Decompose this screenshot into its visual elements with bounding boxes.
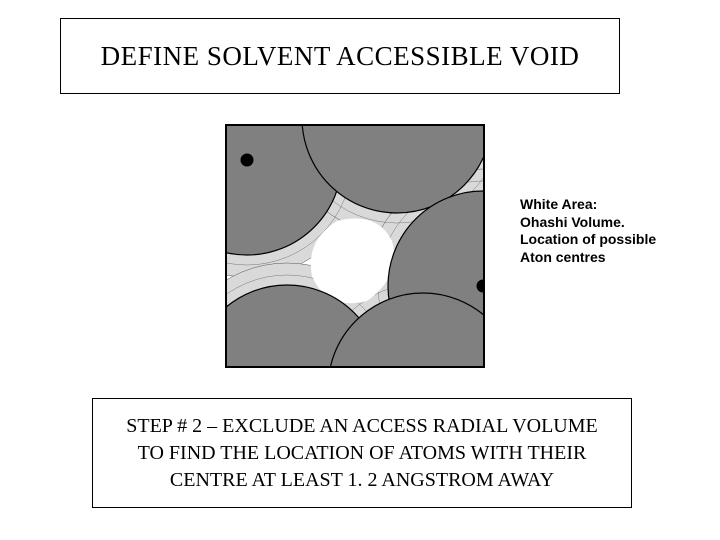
step-box: STEP # 2 – EXCLUDE AN ACCESS RADIAL VOLU… bbox=[92, 398, 632, 508]
annotation-line: Location of possible bbox=[520, 231, 700, 249]
page-title: DEFINE SOLVENT ACCESSIBLE VOID bbox=[101, 41, 580, 72]
title-box: DEFINE SOLVENT ACCESSIBLE VOID bbox=[60, 18, 620, 94]
annotation-line: Aton centres bbox=[520, 249, 700, 267]
step-text: STEP # 2 – EXCLUDE AN ACCESS RADIAL VOLU… bbox=[117, 413, 607, 494]
annotation-block: White Area: Ohashi Volume. Location of p… bbox=[520, 196, 700, 266]
void-diagram-svg bbox=[227, 126, 485, 368]
annotation-line: Ohashi Volume. bbox=[520, 214, 700, 232]
annotation-line: White Area: bbox=[520, 196, 700, 214]
void-diagram bbox=[225, 124, 485, 368]
